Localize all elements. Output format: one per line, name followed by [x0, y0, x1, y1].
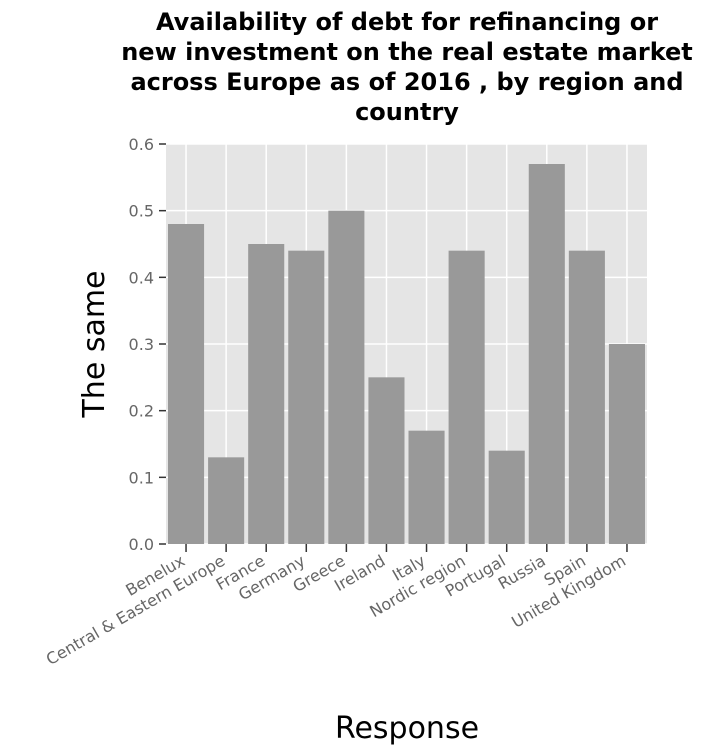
chart-title-line-4: country [355, 98, 459, 126]
bar [368, 377, 405, 544]
bar [248, 244, 285, 544]
y-tick-label: 0.1 [129, 468, 154, 487]
bar [208, 457, 245, 544]
x-tick-label: Central & Eastern Europe [43, 551, 228, 669]
bar [448, 250, 485, 544]
y-tick-label: 0.6 [129, 135, 154, 154]
y-tick-label: 0.5 [129, 202, 154, 221]
y-axis-title: The same [77, 270, 112, 418]
x-axis-title: Response [335, 711, 479, 746]
bar [528, 164, 565, 544]
chart-title-line-3: across Europe as of 2016 , by region and [130, 68, 683, 96]
y-tick-label: 0.4 [129, 268, 154, 287]
bar [328, 210, 365, 544]
bar [288, 250, 325, 544]
y-tick-label: 0.0 [129, 535, 154, 554]
bar [608, 344, 645, 544]
y-tick-label: 0.2 [129, 402, 154, 421]
bars [168, 164, 645, 544]
bar [168, 224, 205, 544]
bar [568, 250, 605, 544]
y-axis: 0.0 0.1 0.2 0.3 0.4 0.5 0.6 [129, 135, 166, 554]
bar [488, 450, 525, 544]
bar [408, 430, 445, 544]
chart-title-line-2: new investment on the real estate market [121, 38, 693, 66]
y-tick-label: 0.3 [129, 335, 154, 354]
chart-title-line-1: Availability of debt for refinancing or [156, 8, 658, 36]
